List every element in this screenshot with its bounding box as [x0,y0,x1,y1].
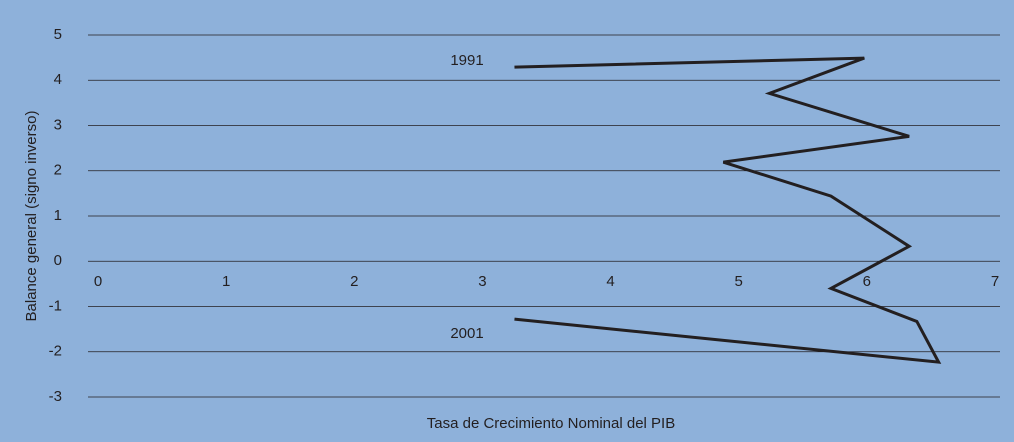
x-tick-label: 6 [863,273,871,290]
annotation: 1991 [450,52,483,69]
y-tick-label: -3 [49,388,62,405]
line [514,56,942,364]
y-tick-label: 4 [54,71,62,88]
x-tick-label: 5 [735,273,743,290]
y-tick-label: 5 [54,26,62,43]
x-tick-label: 0 [94,273,102,290]
y-tick-label: 3 [54,116,62,133]
x-tick-label: 4 [606,273,614,290]
x-tick-label: 1 [222,273,230,290]
y-tick-label: -2 [49,343,62,360]
y-tick-label: 1 [54,207,62,224]
y-tick-label: 2 [54,162,62,179]
annotation: 2001 [450,325,483,342]
x-tick-label: 2 [350,273,358,290]
y-tick-label: -1 [49,297,62,314]
y-tick-label: 0 [54,252,62,269]
y-axis-title: Balance general (signo inverso) [23,111,40,322]
x-tick-label: 7 [991,273,999,290]
x-tick-label: 3 [478,273,486,290]
x-axis-title: Tasa de Crecimiento Nominal del PIB [427,415,675,432]
